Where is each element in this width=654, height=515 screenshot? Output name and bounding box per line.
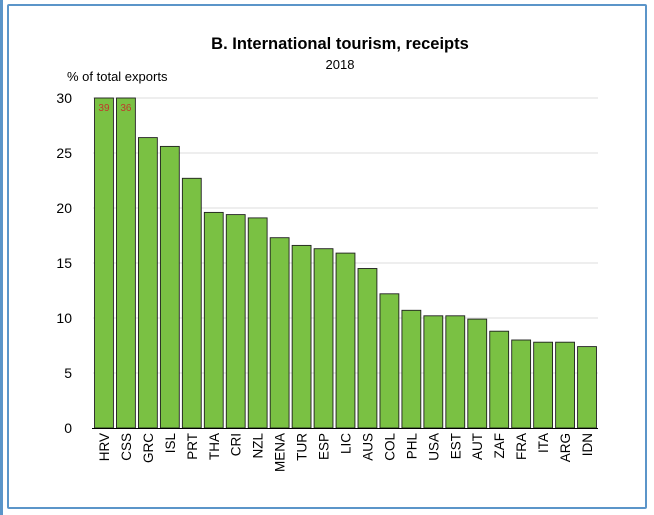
bar-arg <box>555 341 575 429</box>
bar-cri <box>225 214 246 429</box>
data-label-hrv: 39 <box>98 103 110 114</box>
bar-lic <box>335 252 356 429</box>
chart-subtitle: 2018 <box>326 57 355 72</box>
bar-css <box>116 97 136 429</box>
y-tick-label: 30 <box>56 90 72 106</box>
x-tick-label-tha: THA <box>207 433 222 460</box>
x-tick-label-idn: IDN <box>580 433 595 456</box>
data-labels: 39 36 <box>98 103 132 114</box>
bar-aut <box>467 318 488 429</box>
x-tick-label-lic: LIC <box>339 433 354 454</box>
x-tick-label-est: EST <box>448 433 463 459</box>
y-axis-label: % of total exports <box>67 69 168 84</box>
x-tick-label-phl: PHL <box>404 433 419 460</box>
x-tick-label-prt: PRT <box>185 433 200 460</box>
bar-idn <box>577 346 597 429</box>
x-tick-label-esp: ESP <box>317 433 332 460</box>
bar-nzl <box>247 217 268 429</box>
bar-est <box>445 315 466 429</box>
y-tick-label: 10 <box>56 310 72 326</box>
bar-ita <box>533 341 554 429</box>
y-tick-label: 0 <box>64 420 72 436</box>
bar-hrv <box>94 97 114 429</box>
bar-grc <box>137 137 158 429</box>
x-tick-label-nzl: NZL <box>251 433 266 459</box>
x-tick-label-fra: FRA <box>514 433 529 460</box>
x-tick-label-col: COL <box>382 433 397 461</box>
left-accent-bar <box>0 0 3 515</box>
bar-prt <box>181 177 202 429</box>
bar-col <box>379 293 400 429</box>
x-tick-label-hrv: HRV <box>97 433 112 461</box>
bar-isl <box>159 145 180 429</box>
x-tick-label-aus: AUS <box>360 433 375 461</box>
bar-tur <box>291 244 312 429</box>
bar-tha <box>203 211 224 429</box>
x-tick-label-usa: USA <box>426 433 441 461</box>
bars <box>94 97 597 429</box>
x-tick-labels: HRV CSS GRC ISL PRT THA CRI NZL MENA TUR ESP LIC AUS… <box>97 433 595 473</box>
x-tick-label-isl: ISL <box>163 433 178 454</box>
x-tick-label-grc: GRC <box>141 433 156 463</box>
bar-aus <box>357 268 378 429</box>
x-tick-label-ita: ITA <box>536 433 551 453</box>
y-tick-label: 5 <box>64 365 72 381</box>
x-tick-label-tur: TUR <box>295 433 310 461</box>
x-tick-label-css: CSS <box>119 433 134 461</box>
bar-usa <box>423 315 444 429</box>
y-tick-label: 15 <box>56 255 72 271</box>
bar-zaf <box>489 330 510 429</box>
x-tick-label-zaf: ZAF <box>492 433 507 459</box>
bar-phl <box>401 309 422 429</box>
x-tick-label-cri: CRI <box>229 433 244 456</box>
x-tick-label-mena: MENA <box>273 433 288 472</box>
x-tick-label-arg: ARG <box>558 433 573 462</box>
bar-mena <box>269 237 290 429</box>
x-tick-label-aut: AUT <box>470 433 485 460</box>
bar-fra <box>511 339 532 429</box>
bar-esp <box>313 248 334 429</box>
y-tick-label: 20 <box>56 200 72 216</box>
y-tick-label: 25 <box>56 145 72 161</box>
data-label-css: 36 <box>120 103 132 114</box>
chart-title: B. International tourism, receipts <box>211 35 469 53</box>
y-tick-labels: 0 5 10 15 20 25 30 <box>56 90 72 436</box>
